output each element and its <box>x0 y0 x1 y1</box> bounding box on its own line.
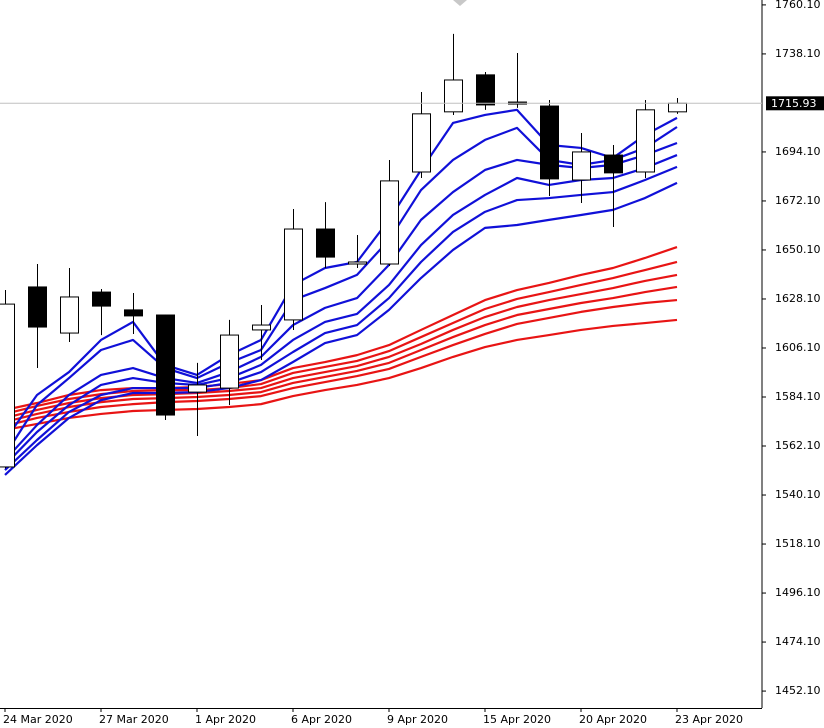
y-tick-label: 1760.10 <box>775 0 821 11</box>
x-tick-label: 20 Apr 2020 <box>579 713 647 726</box>
y-tick-label: 1738.10 <box>775 47 821 60</box>
candle-body <box>316 228 335 258</box>
candle-body <box>572 151 591 181</box>
moving-average-line <box>4 154 678 466</box>
y-tick-label: 1452.10 <box>775 684 821 697</box>
y-tick-label: 1496.10 <box>775 586 821 599</box>
x-tick-label: 15 Apr 2020 <box>483 713 551 726</box>
scroll-marker <box>453 0 467 6</box>
candle-body <box>156 314 175 416</box>
candle-body <box>28 286 47 328</box>
moving-average-line <box>4 141 678 461</box>
y-tick-label: 1694.10 <box>775 145 821 158</box>
last-price-box <box>766 96 824 111</box>
x-tick-label: 6 Apr 2020 <box>291 713 352 726</box>
moving-average-line <box>4 165 678 471</box>
x-tick-label: 24 Mar 2020 <box>3 713 73 726</box>
candle-body <box>636 109 655 173</box>
candle-body <box>188 384 207 393</box>
candle-body <box>540 105 559 180</box>
moving-average-line <box>4 126 678 456</box>
x-tick-label: 9 Apr 2020 <box>387 713 448 726</box>
candle-body <box>348 261 367 265</box>
x-tick-label: 27 Mar 2020 <box>99 713 169 726</box>
moving-average-line <box>4 285 678 424</box>
candle-body <box>604 154 623 174</box>
moving-average-line <box>4 298 678 428</box>
candle-body <box>0 303 15 468</box>
y-tick-label: 1562.10 <box>775 439 821 452</box>
y-tick-label: 1606.10 <box>775 341 821 354</box>
moving-average-line <box>4 246 678 411</box>
candle-body <box>380 180 399 265</box>
plot-area <box>0 33 687 476</box>
candle-body <box>444 79 463 113</box>
y-tick-label: 1584.10 <box>775 390 821 403</box>
moving-average-line <box>4 181 678 476</box>
y-tick-label: 1474.10 <box>775 635 821 648</box>
moving-average-line <box>4 318 678 432</box>
last-price-label: 1715.93 <box>771 97 817 110</box>
x-tick-label: 23 Apr 2020 <box>675 713 743 726</box>
candle-body <box>252 324 271 331</box>
y-tick-label: 1518.10 <box>775 537 821 550</box>
y-tick-label: 1672.10 <box>775 194 821 207</box>
y-tick-label: 1540.10 <box>775 488 821 501</box>
candle-body <box>412 113 431 173</box>
moving-average-line <box>4 108 678 441</box>
y-tick-label: 1650.10 <box>775 243 821 256</box>
x-tick-label: 1 Apr 2020 <box>195 713 256 726</box>
candle-body <box>668 102 687 113</box>
candle-body <box>220 334 239 389</box>
candle-body <box>92 291 111 307</box>
candle-body <box>476 74 495 106</box>
y-tick-label: 1628.10 <box>775 292 821 305</box>
candle-body <box>124 309 143 317</box>
candle-body <box>284 228 303 321</box>
candle-body <box>60 296 79 334</box>
